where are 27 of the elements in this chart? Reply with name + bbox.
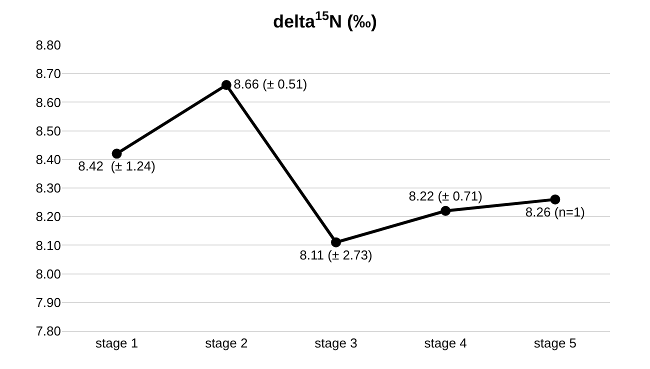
point xyxy=(112,148,122,159)
y-tick-label: 8.80 xyxy=(36,38,61,53)
x-tick-label: stage 4 xyxy=(424,336,467,351)
y-tick-label: 8.10 xyxy=(36,238,61,253)
point xyxy=(221,80,232,90)
y-tick-label: 8.00 xyxy=(36,266,61,282)
point xyxy=(550,194,560,204)
x-tick-label: stage 1 xyxy=(95,336,138,351)
chart-title: delta$^{15}$N (‰) xyxy=(272,8,378,32)
y-tick-label: 7.90 xyxy=(36,294,61,310)
y-tick-label: 7.80 xyxy=(36,324,61,339)
x-tick-label: stage 3 xyxy=(314,336,358,351)
y-tick-label: 8.50 xyxy=(36,123,61,138)
data-label: 8.26 (n=1) xyxy=(525,204,586,220)
point xyxy=(440,206,451,216)
data-label: 8.66 (± 0.51) xyxy=(234,76,308,92)
data-label: 8.22 (± 0.71) xyxy=(408,188,482,204)
data-label: 8.11 (± 2.73) xyxy=(300,247,372,262)
y-tick-label: 8.30 xyxy=(36,180,61,196)
data-label: 8.42 (± 1.24) xyxy=(78,158,156,174)
y-tick-label: 8.70 xyxy=(36,66,61,82)
y-tick-label: 8.60 xyxy=(36,94,61,110)
x-tick-label: stage 5 xyxy=(534,336,577,351)
point xyxy=(331,237,341,248)
y-tick-label: 8.40 xyxy=(36,152,61,167)
y-tick-label: 8.20 xyxy=(36,209,61,224)
x-tick-label: stage 2 xyxy=(205,336,248,351)
